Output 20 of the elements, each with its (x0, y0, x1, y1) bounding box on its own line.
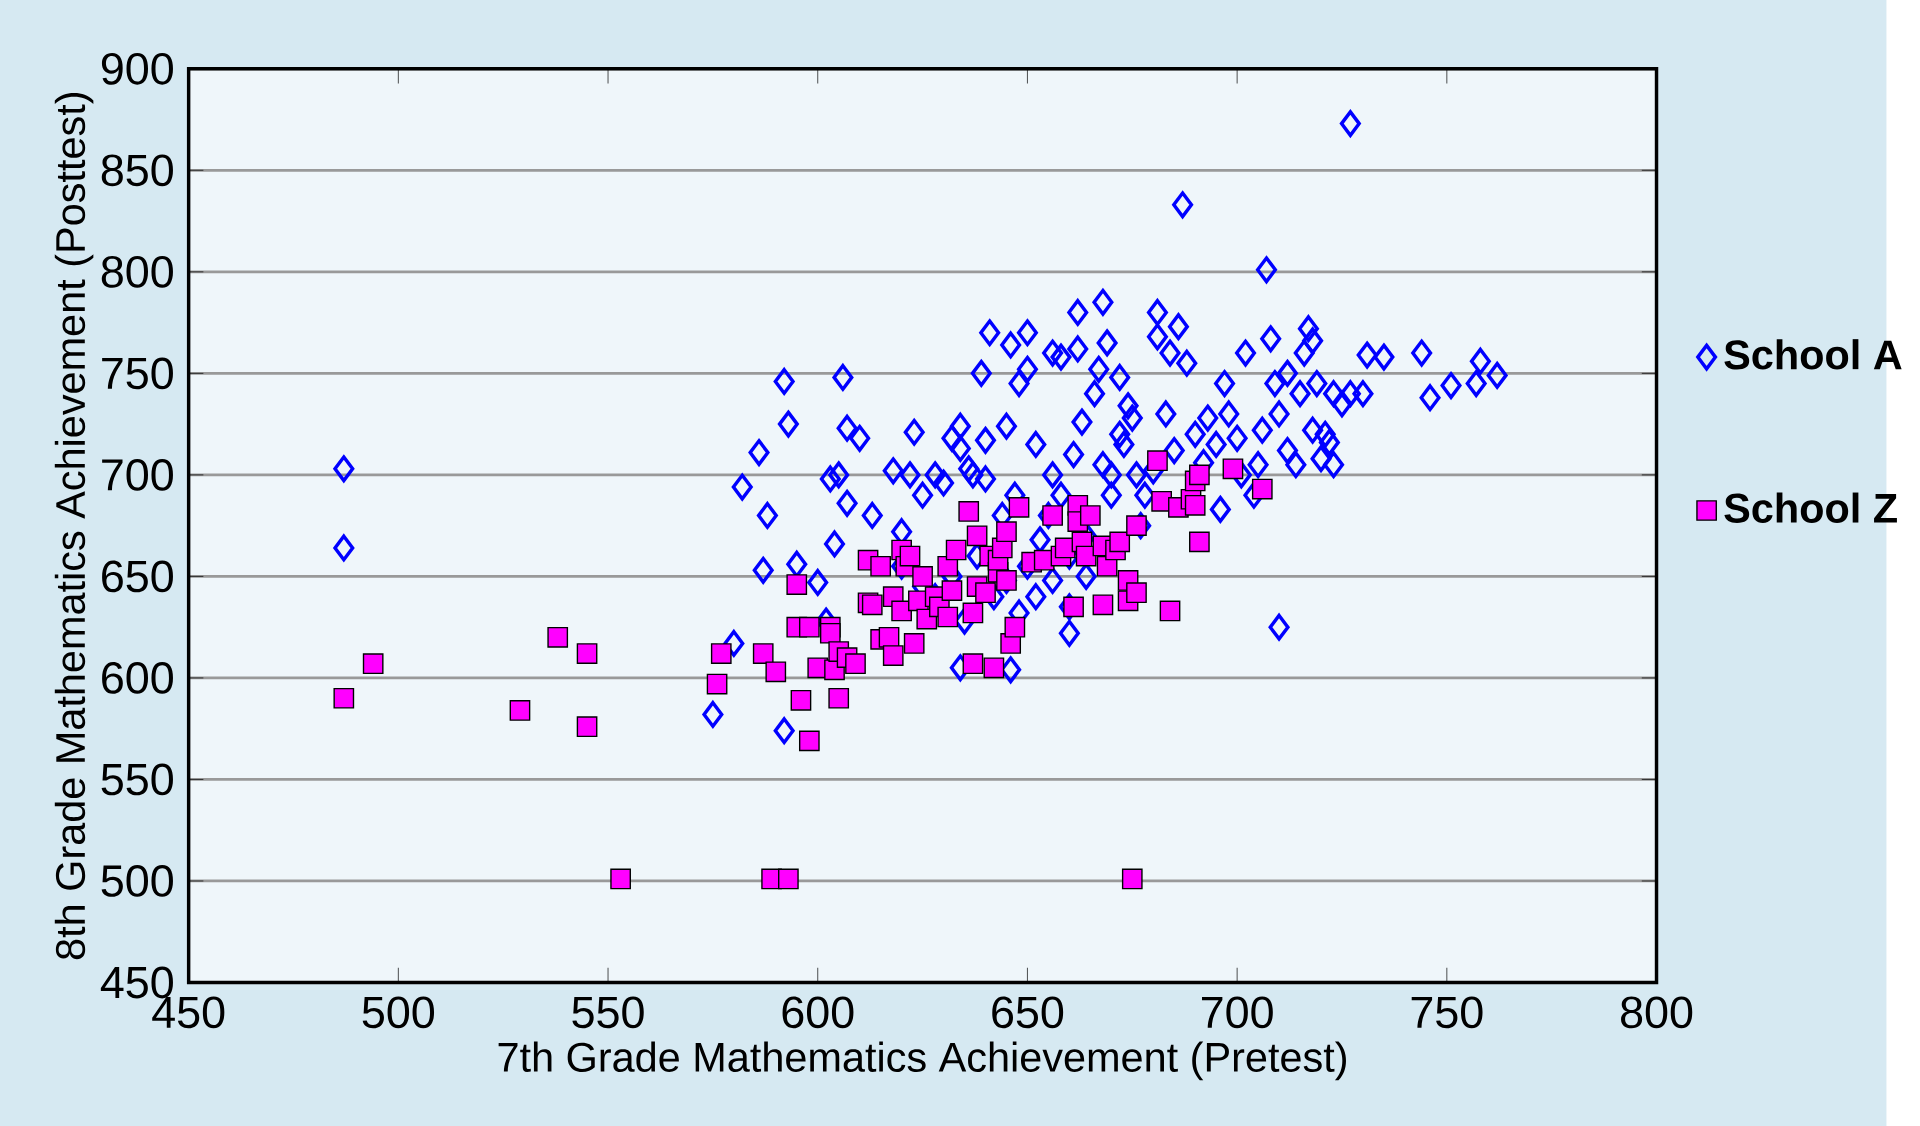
y-tick-label: 750 (102, 357, 173, 390)
y-tick-label: 500 (101, 865, 173, 897)
y-tick-label: 600 (102, 662, 173, 694)
x-tick-label: 500 (362, 996, 435, 1029)
y-tick-label: 800 (101, 255, 173, 288)
x-axis-title: 7th Grade Mathematics Achievement (Pretest) (498, 1041, 1346, 1081)
y-tick-label: 550 (101, 763, 173, 796)
x-tick-label: 550 (572, 996, 644, 1029)
y-axis-title: 8th Grade Mathematics Achievement (Posttest) (54, 93, 94, 960)
x-tick-label: 600 (782, 996, 854, 1029)
y-tick-label: 700 (102, 458, 173, 491)
x-tick-label: 800 (1621, 996, 1693, 1029)
y-tick-label: 900 (101, 52, 173, 85)
x-tick-label: 750 (1411, 996, 1483, 1029)
x-tick-label: 650 (992, 996, 1064, 1029)
legend-label: School Z (1724, 492, 1897, 523)
y-tick-label: 850 (101, 154, 173, 187)
legend-label: School A (1724, 339, 1902, 370)
y-tick-label: 650 (102, 560, 173, 593)
x-tick-label: 700 (1202, 996, 1273, 1029)
